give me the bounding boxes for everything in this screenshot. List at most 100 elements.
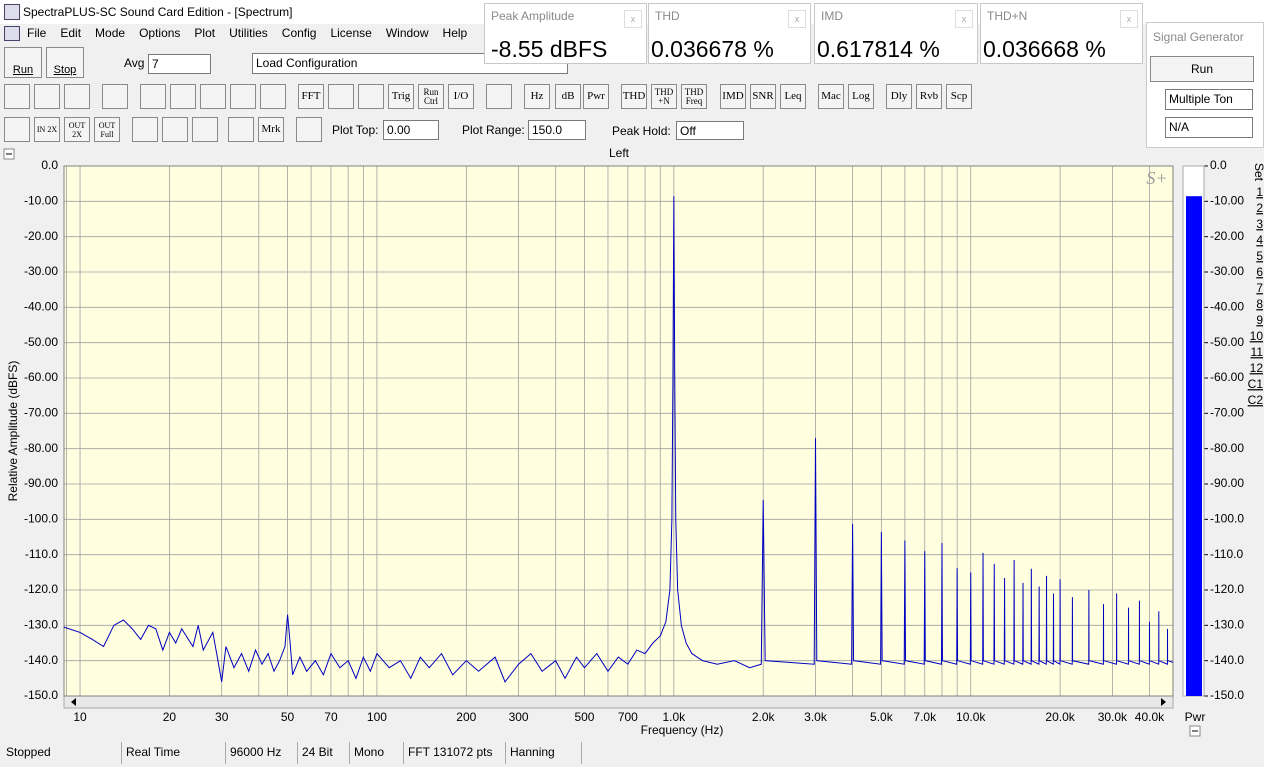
- icon-button[interactable]: [140, 84, 166, 109]
- avg-label: Avg: [124, 56, 145, 70]
- set-item[interactable]: C1: [1248, 377, 1264, 391]
- menu-item[interactable]: License: [330, 26, 372, 40]
- icon-button[interactable]: [230, 84, 256, 109]
- toolbar-button[interactable]: Scp: [946, 84, 972, 109]
- toolbar-button[interactable]: Leq: [780, 84, 806, 109]
- close[interactable]: x: [624, 10, 642, 28]
- toolbar-button[interactable]: dB: [555, 84, 581, 109]
- icon-button[interactable]: [328, 84, 354, 109]
- toolbar-button[interactable]: Hz: [524, 84, 550, 109]
- toolbar-button[interactable]: Mac: [818, 84, 844, 109]
- icon-button[interactable]: [162, 117, 188, 142]
- zoom-button[interactable]: IN 2X: [34, 117, 60, 142]
- toolbar-button[interactable]: Trig: [388, 84, 414, 109]
- toolbar-button[interactable]: Dly: [886, 84, 912, 109]
- icon-button[interactable]: [486, 84, 512, 109]
- x-tick-label: 700: [618, 710, 638, 724]
- icon-button[interactable]: [132, 117, 158, 142]
- menu-item[interactable]: Config: [281, 26, 317, 40]
- set-item[interactable]: 8: [1256, 297, 1263, 311]
- x-tick-label: 2.0k: [752, 710, 776, 724]
- toolbar-button[interactable]: SNR: [750, 84, 776, 109]
- toolbar-button[interactable]: Pwr: [583, 84, 609, 109]
- menu-item[interactable]: Edit: [60, 26, 82, 40]
- meter-tick-label: -120.0: [1210, 582, 1244, 596]
- set-item[interactable]: C2: [1248, 393, 1264, 407]
- marker-button[interactable]: Mrk: [258, 117, 284, 142]
- set-item[interactable]: 10: [1250, 329, 1264, 343]
- zoom-button[interactable]: OUT 2X: [64, 117, 90, 142]
- icon-button[interactable]: [4, 84, 30, 109]
- set-item[interactable]: 2: [1256, 201, 1263, 215]
- x-tick-label: 30: [215, 710, 229, 724]
- icon-button[interactable]: [200, 84, 226, 109]
- menu-item[interactable]: Options: [139, 26, 181, 40]
- x-tick-label: 3.0k: [804, 710, 828, 724]
- plot-range-input[interactable]: 150.0: [528, 120, 586, 140]
- toolbar-button[interactable]: Run Ctrl: [418, 84, 444, 109]
- avg-select[interactable]: 7: [148, 54, 211, 74]
- toolbar-button[interactable]: THD Freq: [681, 84, 707, 109]
- menu-item[interactable]: Plot: [194, 26, 216, 40]
- close[interactable]: x: [955, 10, 973, 28]
- scroll-right[interactable]: [1161, 698, 1166, 706]
- y-axis-label: Relative Amplitude (dBFS): [6, 361, 20, 502]
- icon-button[interactable]: [64, 84, 90, 109]
- toolbar-button[interactable]: FFT: [298, 84, 324, 109]
- menu-item[interactable]: Help: [442, 26, 468, 40]
- toolbar-button[interactable]: THD +N: [651, 84, 677, 109]
- zoom-button[interactable]: OUT Full: [94, 117, 120, 142]
- scrollbar[interactable]: [63, 695, 1174, 709]
- meter-tick-label: 0.0: [1210, 158, 1227, 172]
- menu-item[interactable]: File: [27, 26, 47, 40]
- x-axis-label: Frequency (Hz): [641, 723, 724, 737]
- meter-tick-label: -60.00: [1210, 370, 1244, 384]
- set-item[interactable]: 3: [1256, 217, 1263, 231]
- icon-button[interactable]: [358, 84, 384, 109]
- meter-tick-label: -20.00: [1210, 229, 1244, 243]
- meter-tick-label: -70.00: [1210, 406, 1244, 420]
- icon-button[interactable]: [102, 84, 128, 109]
- x-tick-label: 70: [324, 710, 338, 724]
- set-item[interactable]: 9: [1256, 313, 1263, 327]
- x-tick-label: 1.0k: [662, 710, 686, 724]
- meter-tick-label: -90.00: [1210, 476, 1244, 490]
- peak-hold-select[interactable]: Off: [676, 121, 744, 140]
- run-button[interactable]: Run: [4, 47, 42, 78]
- toolbar-button[interactable]: IMD: [720, 84, 746, 109]
- status-cell: Real Time: [122, 742, 226, 764]
- menu-item[interactable]: Window: [385, 26, 429, 40]
- icon-button[interactable]: [296, 117, 322, 142]
- toolbar-button[interactable]: Log: [848, 84, 874, 109]
- toolbar-button[interactable]: Rvb: [916, 84, 942, 109]
- icon-button[interactable]: [260, 84, 286, 109]
- generator-channel[interactable]: N/A: [1165, 117, 1253, 138]
- toolbar-button[interactable]: I/O: [448, 84, 474, 109]
- y-tick-label: -90.00: [24, 476, 58, 490]
- generator-mode[interactable]: Multiple Ton: [1165, 89, 1253, 110]
- set-item[interactable]: 7: [1256, 281, 1263, 295]
- menu-item[interactable]: Mode: [95, 26, 126, 40]
- set-item[interactable]: 11: [1251, 345, 1264, 359]
- set-item[interactable]: 12: [1250, 361, 1264, 375]
- set-item[interactable]: 1: [1256, 185, 1263, 199]
- generator-run[interactable]: Run: [1150, 56, 1254, 82]
- icon-button[interactable]: [4, 117, 30, 142]
- set-item[interactable]: 6: [1256, 265, 1263, 279]
- stop-button[interactable]: Stop: [46, 47, 84, 78]
- doc-icon: [4, 26, 20, 41]
- icon-button[interactable]: [228, 117, 254, 142]
- menu-item[interactable]: Utilities: [229, 26, 268, 40]
- set-item[interactable]: 4: [1256, 233, 1263, 247]
- icon-button[interactable]: [34, 84, 60, 109]
- y-tick-label: -60.00: [24, 370, 58, 384]
- close[interactable]: x: [788, 10, 806, 28]
- plot-top-input[interactable]: 0.00: [383, 120, 439, 140]
- toolbar-button[interactable]: THD: [621, 84, 647, 109]
- icon-button[interactable]: [192, 117, 218, 142]
- icon-button[interactable]: [170, 84, 196, 109]
- scroll-left[interactable]: [71, 698, 76, 706]
- set-item[interactable]: 5: [1256, 249, 1263, 263]
- close[interactable]: x: [1120, 10, 1138, 28]
